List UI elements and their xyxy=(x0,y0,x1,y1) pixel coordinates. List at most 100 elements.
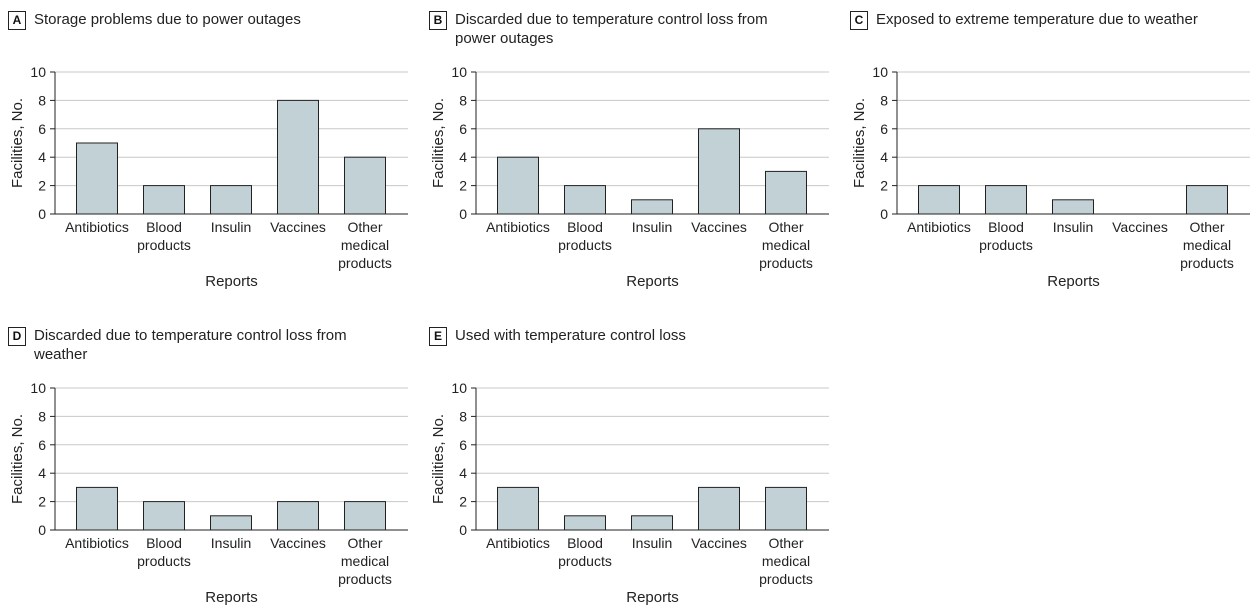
chart-panel-d: D Discarded due to temperature control l… xyxy=(0,316,410,606)
bar-other-medical-products xyxy=(344,156,386,215)
bar-insulin xyxy=(210,185,252,215)
x-tick-label: Insulin xyxy=(211,219,251,235)
y-axis-title: Facilities, No. xyxy=(9,98,26,188)
x-axis-title: Reports xyxy=(205,273,258,290)
chart-panel-b: B Discarded due to temperature control l… xyxy=(421,0,831,290)
y-axis-title: Facilities, No. xyxy=(430,414,447,504)
y-axis-title: Facilities, No. xyxy=(851,98,868,188)
panel-header: E Used with temperature control loss xyxy=(429,326,829,346)
x-tick-label: Insulin xyxy=(632,219,672,235)
y-tick-label: 10 xyxy=(30,64,46,80)
x-axis-title: Reports xyxy=(626,589,679,606)
panel-header: C Exposed to extreme temperature due to … xyxy=(850,10,1250,30)
bar-insulin xyxy=(631,515,673,531)
y-tick-label: 4 xyxy=(38,465,46,481)
bar-other-medical-products xyxy=(765,170,807,215)
x-tick-label: Blood products xyxy=(558,535,612,569)
x-tick-label: Other medical products xyxy=(759,535,813,587)
x-tick-label: Other medical products xyxy=(338,219,392,271)
y-tick-label: 8 xyxy=(459,92,467,108)
bar-blood-products xyxy=(143,501,185,531)
bar-blood-products xyxy=(985,185,1027,215)
bar-chart-c: 0 2 4 6 8 10 Antibiotics Blood products Insulin Va… xyxy=(851,64,1250,290)
panel-letter: E xyxy=(429,327,447,346)
x-tick-label: Blood products xyxy=(558,219,612,253)
chart-title: Discarded due to temperature control los… xyxy=(455,11,768,47)
y-tick-label: 6 xyxy=(38,437,46,453)
y-tick-label: 2 xyxy=(880,178,888,194)
y-tick-label: 10 xyxy=(451,380,467,396)
bar-insulin xyxy=(1052,199,1094,215)
bar-vaccines xyxy=(277,501,319,531)
chart-title: Exposed to extreme temperature due to we… xyxy=(876,11,1198,28)
y-tick-label: 8 xyxy=(38,408,46,424)
x-tick-label: Other medical products xyxy=(1180,219,1234,271)
bar-blood-products xyxy=(143,185,185,215)
y-tick-label: 0 xyxy=(459,206,467,222)
y-tick-label: 10 xyxy=(30,380,46,396)
bar-antibiotics xyxy=(497,486,539,531)
panel-letter: A xyxy=(8,11,26,30)
bar-chart-e: 0 2 4 6 8 10 Antibiotics Blood products Insulin Va… xyxy=(430,380,829,606)
y-tick-label: 8 xyxy=(38,92,46,108)
x-axis-title: Reports xyxy=(626,273,679,290)
chart-title: Discarded due to temperature control los… xyxy=(34,327,347,363)
y-tick-label: 10 xyxy=(451,64,467,80)
x-tick-label: Vaccines xyxy=(691,219,747,235)
y-tick-label: 4 xyxy=(880,149,888,165)
bar-antibiotics xyxy=(76,486,118,531)
x-tick-label: Insulin xyxy=(632,535,672,551)
y-tick-label: 0 xyxy=(459,522,467,538)
x-tick-label: Antibiotics xyxy=(65,535,129,551)
bar-other-medical-products xyxy=(1186,185,1228,215)
panel-letter: D xyxy=(8,327,26,346)
y-tick-label: 4 xyxy=(459,465,467,481)
x-tick-label: Vaccines xyxy=(1112,219,1168,235)
x-axis-title: Reports xyxy=(205,589,258,606)
y-tick-label: 6 xyxy=(38,121,46,137)
y-tick-label: 8 xyxy=(459,408,467,424)
panel-letter: B xyxy=(429,11,447,30)
x-tick-label: Insulin xyxy=(1053,219,1093,235)
bar-vaccines xyxy=(277,99,319,215)
x-axis-title: Reports xyxy=(1047,273,1100,290)
y-tick-label: 0 xyxy=(38,522,46,538)
x-tick-label: Blood products xyxy=(137,535,191,569)
x-tick-label: Other medical products xyxy=(338,535,392,587)
y-tick-label: 4 xyxy=(459,149,467,165)
x-tick-label: Vaccines xyxy=(270,535,326,551)
y-tick-label: 6 xyxy=(459,121,467,137)
y-tick-label: 2 xyxy=(459,494,467,510)
x-tick-label: Antibiotics xyxy=(486,219,550,235)
bar-vaccines xyxy=(698,128,740,215)
x-tick-label: Other medical products xyxy=(759,219,813,271)
panel-header: A Storage problems due to power outages xyxy=(8,10,408,30)
bar-vaccines xyxy=(698,486,740,531)
chart-title: Storage problems due to power outages xyxy=(34,11,301,28)
bar-antibiotics xyxy=(76,142,118,215)
y-tick-label: 0 xyxy=(880,206,888,222)
bar-other-medical-products xyxy=(344,501,386,531)
x-tick-label: Blood products xyxy=(979,219,1033,253)
chart-panel-e: E Used with temperature control loss 0 2 4… xyxy=(421,316,831,606)
y-tick-label: 0 xyxy=(38,206,46,222)
x-tick-label: Vaccines xyxy=(691,535,747,551)
y-tick-label: 10 xyxy=(872,64,888,80)
panel-letter: C xyxy=(850,11,868,30)
bar-antibiotics xyxy=(497,156,539,215)
bar-antibiotics xyxy=(918,185,960,215)
y-tick-label: 4 xyxy=(38,149,46,165)
y-tick-label: 6 xyxy=(459,437,467,453)
y-tick-label: 8 xyxy=(880,92,888,108)
panel-header: B Discarded due to temperature control l… xyxy=(429,10,829,48)
y-axis-title: Facilities, No. xyxy=(9,414,26,504)
chart-panel-c: C Exposed to extreme temperature due to … xyxy=(842,0,1252,290)
y-tick-label: 2 xyxy=(38,494,46,510)
bar-blood-products xyxy=(564,185,606,215)
bar-blood-products xyxy=(564,515,606,531)
bar-other-medical-products xyxy=(765,486,807,531)
x-tick-label: Antibiotics xyxy=(907,219,971,235)
y-tick-label: 6 xyxy=(880,121,888,137)
bar-chart-a: 0 2 4 6 8 10 Antibiotics Blood products Insulin Va… xyxy=(9,64,408,290)
